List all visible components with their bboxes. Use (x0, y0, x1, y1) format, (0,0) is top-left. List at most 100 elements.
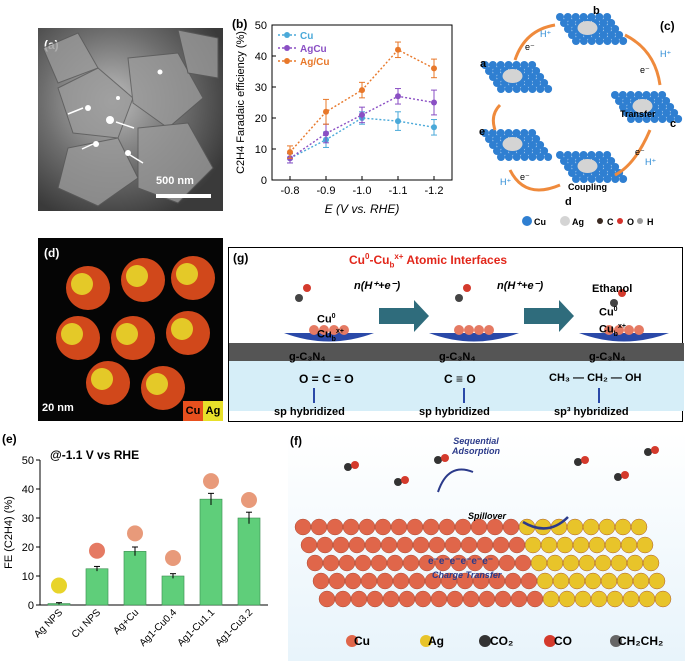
surface-atom (536, 572, 554, 590)
legend-atom-O (617, 218, 623, 224)
legend-marker (284, 45, 290, 51)
surface-atom (408, 572, 426, 590)
surface-atom (636, 536, 654, 554)
surface-atom (562, 554, 580, 572)
y-tick-label: 50 (255, 20, 267, 32)
cu-atom (329, 325, 339, 335)
sequential-arrow (437, 468, 474, 493)
surface-atom (540, 536, 558, 554)
e-minus-label: e⁻ (520, 172, 530, 182)
surface-atom (654, 590, 672, 608)
surface-atom (508, 536, 526, 554)
cu-atom (454, 325, 464, 335)
step-arrow (524, 300, 574, 332)
e-minus-label: e⁻ (525, 42, 535, 52)
y-tick-label: 30 (255, 82, 267, 94)
panel-a-sem-image: (a) 500 nm (38, 28, 223, 211)
y-tick-label: 40 (255, 51, 267, 63)
cu0-label-3: Cu0 (599, 306, 618, 319)
surface-atom (510, 590, 528, 608)
surface-atom (422, 518, 440, 536)
cu-atom (464, 325, 474, 335)
e-minus-label: e⁻ (635, 147, 645, 157)
surface-atom (526, 590, 544, 608)
surface-atom (524, 536, 542, 554)
panel-e-label: (e) (2, 432, 17, 446)
panel-b-label: (b) (232, 17, 248, 31)
bar-Ag1-Cu1.1 (199, 498, 223, 606)
cu-support (429, 333, 519, 342)
spillover-label: Spillover (468, 511, 507, 521)
surface-atom (402, 554, 420, 572)
data-point-Ag/Cu (431, 65, 437, 72)
o-atom (618, 289, 626, 297)
surface-atom (344, 572, 362, 590)
legend-label-AgCu: AgCu (300, 44, 327, 55)
x-tick-label: -1.0 (353, 185, 372, 197)
legend-swatch (346, 635, 358, 647)
x-tick-label: Ag1-Cu0.4 (138, 607, 180, 649)
y-tick-label: 30 (22, 513, 34, 525)
molecule-c (614, 473, 622, 481)
cu-atom (634, 325, 644, 335)
surface-atom (326, 518, 344, 536)
legend-ag: Ag (428, 634, 444, 648)
surface-atom (582, 518, 600, 536)
data-point-AgCu (323, 130, 329, 137)
legend-co: CO (554, 634, 572, 648)
surface-atom (446, 590, 464, 608)
molecule-co2: O = C = O (299, 372, 354, 386)
surface-atom (312, 572, 330, 590)
coupling-label: Coupling (568, 182, 607, 192)
surface-atom (382, 590, 400, 608)
hybrid-label-3: sp³ hybridized (554, 406, 629, 418)
surface-atom (530, 554, 548, 572)
panel-g-label: (g) (233, 251, 249, 265)
surface-atom (376, 572, 394, 590)
seq-adsorption-label: Sequential Adsorption (452, 436, 500, 456)
state-label-b: b (593, 5, 600, 17)
ag-domain (126, 265, 148, 287)
surface-atom (494, 590, 512, 608)
surface-atom (444, 536, 462, 554)
surface-atom (342, 518, 360, 536)
transfer-label: Transfer (620, 109, 656, 119)
surface-atom (306, 554, 324, 572)
ag-domain (116, 323, 138, 345)
hybrid-label-2: sp hybridized (419, 406, 490, 418)
data-point-Ag/Cu (359, 87, 365, 94)
y-tick-label: 0 (28, 600, 34, 612)
y-tick-label: 0 (261, 175, 267, 187)
bar-Ag1-Cu3.2 (237, 517, 261, 606)
surface-atom (412, 536, 430, 554)
panel-g-interfaces: (g) Cu0-Cubx+ Atomic Interfaces n(H⁺+e⁻)… (228, 247, 684, 422)
molecule-c (644, 448, 652, 456)
state-label-e: e (479, 126, 485, 138)
panel-d-label: (d) (44, 246, 60, 260)
ag-domain (146, 373, 168, 395)
substrate-label-1: g-C₃N₄ (289, 351, 326, 363)
surface-atom (406, 518, 424, 536)
state-d-slab (556, 151, 628, 183)
state-c-slab (611, 91, 683, 123)
legend-label-C: C (607, 217, 614, 227)
cu-atom (624, 325, 634, 335)
surface-atom (514, 554, 532, 572)
surface-atom (584, 572, 602, 590)
x-axis-label: E (V vs. RHE) (325, 202, 400, 216)
state-a-slab (481, 61, 553, 93)
molecule-o (621, 471, 629, 479)
eds-particles (56, 256, 215, 410)
x-tick-label: Cu NPS (70, 607, 104, 641)
surface-atom (588, 536, 606, 554)
cu-atom (339, 325, 349, 335)
y-tick-label: 10 (255, 144, 267, 156)
y-axis-label: FE (C2H4) (%) (3, 496, 15, 569)
step-label-2: n(H⁺+e⁻) (497, 280, 544, 292)
surface-atom (334, 590, 352, 608)
surface-atom (470, 518, 488, 536)
surface-atom (498, 554, 516, 572)
step-label-1: n(H⁺+e⁻) (354, 280, 401, 292)
surface-atom (398, 590, 416, 608)
y-tick-label: 20 (22, 542, 34, 554)
